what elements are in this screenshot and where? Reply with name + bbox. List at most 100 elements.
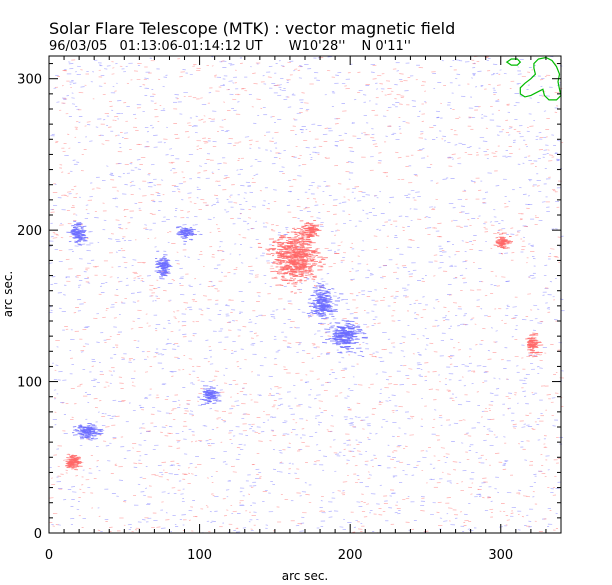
noise-mark xyxy=(189,463,193,465)
noise-mark xyxy=(255,220,258,222)
noise-mark xyxy=(229,196,232,198)
negative-polarity-mark xyxy=(316,313,322,316)
noise-mark xyxy=(208,349,212,351)
positive-polarity-mark xyxy=(306,235,312,238)
noise-mark xyxy=(124,184,128,186)
noise-mark xyxy=(219,246,221,248)
noise-mark xyxy=(189,410,194,412)
noise-mark xyxy=(375,433,378,435)
noise-mark xyxy=(525,414,529,416)
noise-mark xyxy=(222,84,225,86)
noise-mark xyxy=(347,388,351,390)
noise-mark xyxy=(502,468,507,470)
noise-mark xyxy=(362,209,365,211)
positive-polarity-mark xyxy=(69,464,75,466)
noise-mark xyxy=(112,67,115,69)
noise-mark xyxy=(138,143,142,146)
noise-mark xyxy=(309,388,312,391)
noise-mark xyxy=(146,356,149,358)
noise-mark xyxy=(382,418,386,421)
negative-polarity-mark xyxy=(351,338,354,340)
noise-mark xyxy=(171,375,174,377)
positive-polarity-mark xyxy=(294,281,298,284)
negative-polarity-mark xyxy=(345,351,350,353)
noise-mark xyxy=(308,406,312,408)
noise-mark xyxy=(244,136,250,138)
noise-mark xyxy=(489,221,493,223)
noise-mark xyxy=(399,461,404,464)
positive-polarity-mark xyxy=(281,257,286,260)
positive-polarity-mark xyxy=(284,266,290,269)
positive-polarity-mark xyxy=(293,261,299,263)
noise-mark xyxy=(531,277,536,279)
noise-mark xyxy=(308,130,311,133)
noise-mark xyxy=(433,307,436,309)
noise-mark xyxy=(270,388,272,390)
noise-mark xyxy=(521,426,526,428)
noise-mark xyxy=(424,327,427,330)
noise-mark xyxy=(197,400,199,402)
negative-polarity-mark xyxy=(321,284,324,286)
noise-mark xyxy=(420,133,424,135)
noise-mark xyxy=(506,519,510,521)
noise-mark xyxy=(57,465,60,468)
noise-mark xyxy=(352,187,357,190)
noise-mark xyxy=(369,354,374,356)
noise-mark xyxy=(511,336,514,338)
negative-polarity-mark xyxy=(330,325,335,327)
noise-mark xyxy=(257,160,262,163)
negative-polarity-mark xyxy=(342,334,346,337)
noise-mark xyxy=(521,516,524,518)
positive-polarity-mark xyxy=(304,255,309,257)
negative-polarity-mark xyxy=(81,239,87,241)
noise-mark xyxy=(372,214,378,217)
noise-mark xyxy=(436,511,440,513)
noise-mark xyxy=(256,98,261,100)
noise-mark xyxy=(160,179,164,181)
noise-mark xyxy=(426,227,432,229)
noise-mark xyxy=(238,453,241,456)
positive-polarity-mark xyxy=(268,247,272,250)
noise-mark xyxy=(106,165,109,167)
noise-mark xyxy=(114,294,119,296)
positive-polarity-mark xyxy=(282,261,285,263)
noise-mark xyxy=(356,450,361,452)
negative-polarity-mark xyxy=(322,303,327,306)
noise-mark xyxy=(198,440,203,442)
positive-polarity-mark xyxy=(298,262,304,264)
negative-polarity-mark xyxy=(307,302,313,304)
negative-polarity-mark xyxy=(326,306,329,309)
noise-mark xyxy=(398,103,403,105)
positive-polarity-mark xyxy=(302,263,308,265)
noise-mark xyxy=(529,319,534,322)
noise-mark xyxy=(554,319,558,321)
noise-mark xyxy=(451,153,456,155)
positive-polarity-mark xyxy=(71,454,74,456)
positive-polarity-mark xyxy=(309,255,314,257)
noise-mark xyxy=(289,407,293,410)
noise-mark xyxy=(464,365,470,367)
positive-polarity-mark xyxy=(283,252,288,255)
noise-mark xyxy=(286,345,290,348)
noise-mark xyxy=(279,89,282,91)
noise-mark xyxy=(405,497,410,500)
noise-mark xyxy=(233,109,237,112)
noise-mark xyxy=(318,400,323,402)
noise-mark xyxy=(250,529,254,532)
noise-mark xyxy=(136,291,142,293)
noise-mark xyxy=(273,335,277,338)
noise-mark xyxy=(495,388,500,390)
noise-mark xyxy=(349,150,355,152)
noise-mark xyxy=(550,248,555,250)
noise-mark xyxy=(208,319,212,321)
noise-mark xyxy=(286,204,291,206)
noise-mark xyxy=(552,425,556,427)
noise-mark xyxy=(422,456,427,459)
negative-polarity-mark xyxy=(314,299,318,302)
negative-polarity-mark xyxy=(95,433,102,435)
positive-polarity-mark xyxy=(287,258,290,261)
noise-mark xyxy=(211,65,214,67)
noise-mark xyxy=(252,72,256,74)
negative-polarity-mark xyxy=(86,425,91,427)
noise-mark xyxy=(386,109,389,112)
